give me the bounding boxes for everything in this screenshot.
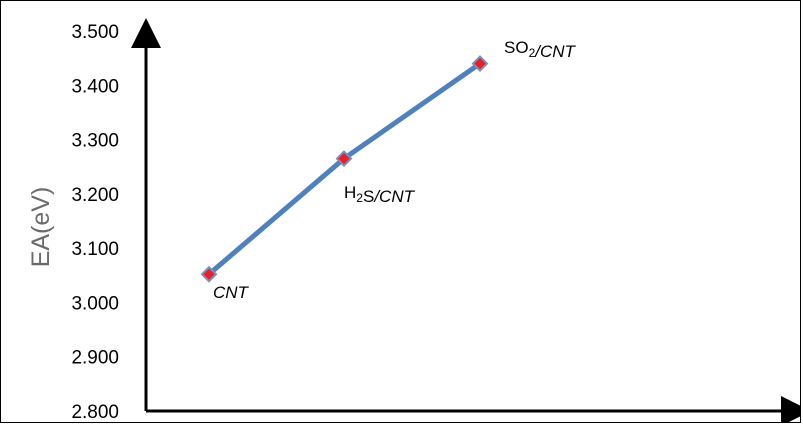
data-point-label: CNT: [213, 283, 250, 302]
y-tick-label: 3.000: [71, 293, 119, 314]
y-tick-label: 3.300: [71, 131, 119, 152]
y-tick-label: 3.200: [71, 185, 119, 206]
data-point-marker: [471, 55, 489, 72]
y-tick-label: 3.500: [71, 22, 119, 43]
y-tick-label: 3.100: [71, 239, 119, 260]
data-point-label: H2S/CNT: [344, 183, 416, 206]
data-point-marker: [335, 150, 353, 167]
y-tick-label: 2.800: [71, 402, 119, 423]
y-tick-label: 3.400: [71, 76, 119, 97]
y-axis-title: EA(eV): [27, 187, 55, 268]
y-tick-label: 2.900: [71, 348, 119, 369]
series-line: [206, 61, 483, 277]
data-point-marker: [200, 265, 218, 283]
data-point-label: SO2/CNT: [504, 38, 577, 61]
